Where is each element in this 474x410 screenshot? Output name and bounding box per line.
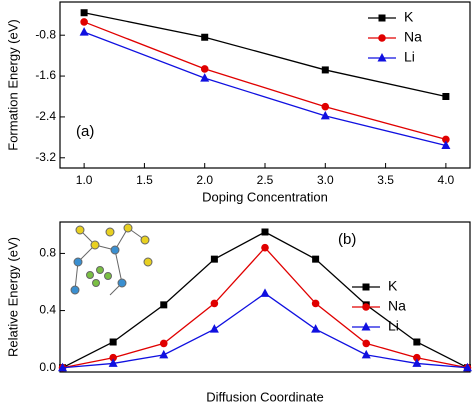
marker xyxy=(201,33,209,41)
marker xyxy=(210,299,219,308)
series-line xyxy=(62,292,468,369)
marker xyxy=(200,65,209,73)
legend-label: Li xyxy=(388,318,399,334)
marker xyxy=(321,66,329,74)
series-line xyxy=(62,231,468,369)
legend-label: Na xyxy=(404,29,422,45)
y-tick-label: 0.4 xyxy=(39,303,56,317)
marker xyxy=(312,255,320,263)
y-tick-label: -2.4 xyxy=(35,109,56,123)
marker xyxy=(462,362,472,372)
marker xyxy=(377,53,387,62)
annotation: (b) xyxy=(338,231,356,248)
x-axis-label: Doping Concentration xyxy=(202,189,328,204)
marker xyxy=(361,349,371,359)
plot-frame xyxy=(59,1,471,169)
inset-structure xyxy=(70,223,153,296)
marker xyxy=(442,92,450,100)
y-tick-label: 0.0 xyxy=(39,360,56,374)
legend-label: Na xyxy=(388,298,406,314)
marker xyxy=(109,353,117,362)
marker xyxy=(378,14,386,22)
marker xyxy=(362,339,371,348)
marker xyxy=(413,338,421,346)
y-axis-label: Relative Energy (eV) xyxy=(5,237,20,357)
series-line xyxy=(83,12,447,98)
marker xyxy=(261,243,269,252)
legend-label: K xyxy=(388,278,398,294)
marker xyxy=(209,324,219,333)
y-tick-label: 0.8 xyxy=(39,246,56,260)
y-tick-label: -1.6 xyxy=(35,68,56,82)
y-tick-label: -0.8 xyxy=(35,27,56,41)
marker xyxy=(413,353,421,362)
legend-label: Li xyxy=(404,49,415,65)
plot-frame xyxy=(59,221,471,373)
marker xyxy=(79,27,89,36)
marker xyxy=(109,338,117,346)
x-tick-label: 2.5 xyxy=(257,173,274,187)
marker xyxy=(412,358,422,367)
marker xyxy=(261,228,269,236)
x-tick-label: 1.5 xyxy=(136,173,153,187)
marker xyxy=(159,339,168,348)
marker xyxy=(311,324,321,333)
marker xyxy=(159,349,169,359)
marker xyxy=(441,140,451,150)
marker xyxy=(210,255,218,263)
marker xyxy=(362,303,370,311)
marker xyxy=(58,362,68,372)
x-tick-label: 3.5 xyxy=(377,173,394,187)
marker xyxy=(108,358,118,367)
marker xyxy=(311,299,320,308)
marker xyxy=(200,73,210,82)
x-tick-label: 3.0 xyxy=(317,173,334,187)
series-line xyxy=(83,31,447,147)
marker xyxy=(80,9,88,17)
x-tick-label: 1.0 xyxy=(76,173,93,187)
legend-label: K xyxy=(404,9,414,25)
y-tick-label: -3.2 xyxy=(35,150,56,164)
marker xyxy=(321,102,330,111)
marker xyxy=(320,110,330,120)
x-axis-label: Diffusion Coordinate xyxy=(206,389,324,404)
marker xyxy=(378,34,386,42)
y-axis-label: Formation Energy (eV) xyxy=(5,19,20,151)
marker xyxy=(442,135,450,144)
marker xyxy=(160,301,168,309)
marker xyxy=(260,288,270,297)
x-tick-label: 4.0 xyxy=(438,173,455,187)
marker xyxy=(80,18,88,26)
x-tick-label: 2.0 xyxy=(196,173,213,187)
marker xyxy=(361,322,371,331)
marker xyxy=(362,283,370,291)
annotation: (a) xyxy=(76,123,94,140)
series-line xyxy=(62,246,468,369)
series-line xyxy=(83,21,447,141)
